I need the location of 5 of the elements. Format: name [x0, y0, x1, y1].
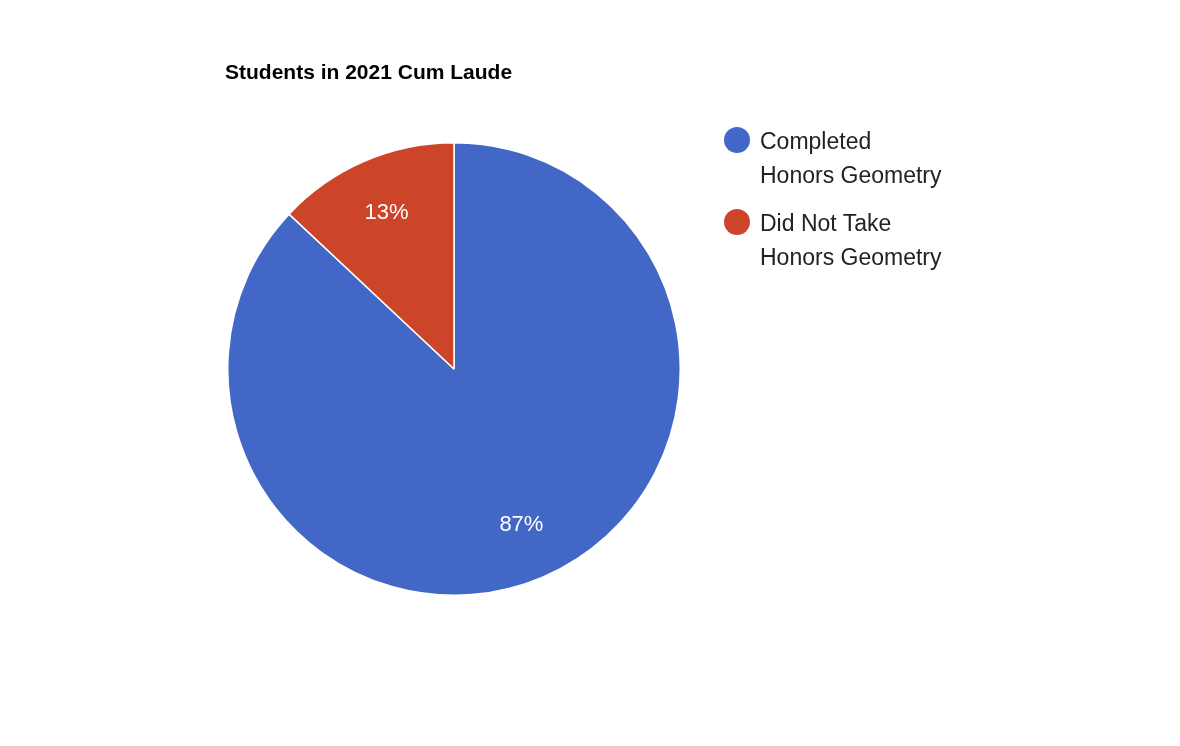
legend-label: Did Not Take Honors Geometry: [760, 209, 943, 272]
data-label: 87%: [499, 510, 544, 536]
data-label: 13%: [364, 199, 409, 225]
chart-title: Students in 2021 Cum Laude: [225, 60, 513, 84]
legend-label: Completed Honors Geometry: [760, 127, 943, 190]
